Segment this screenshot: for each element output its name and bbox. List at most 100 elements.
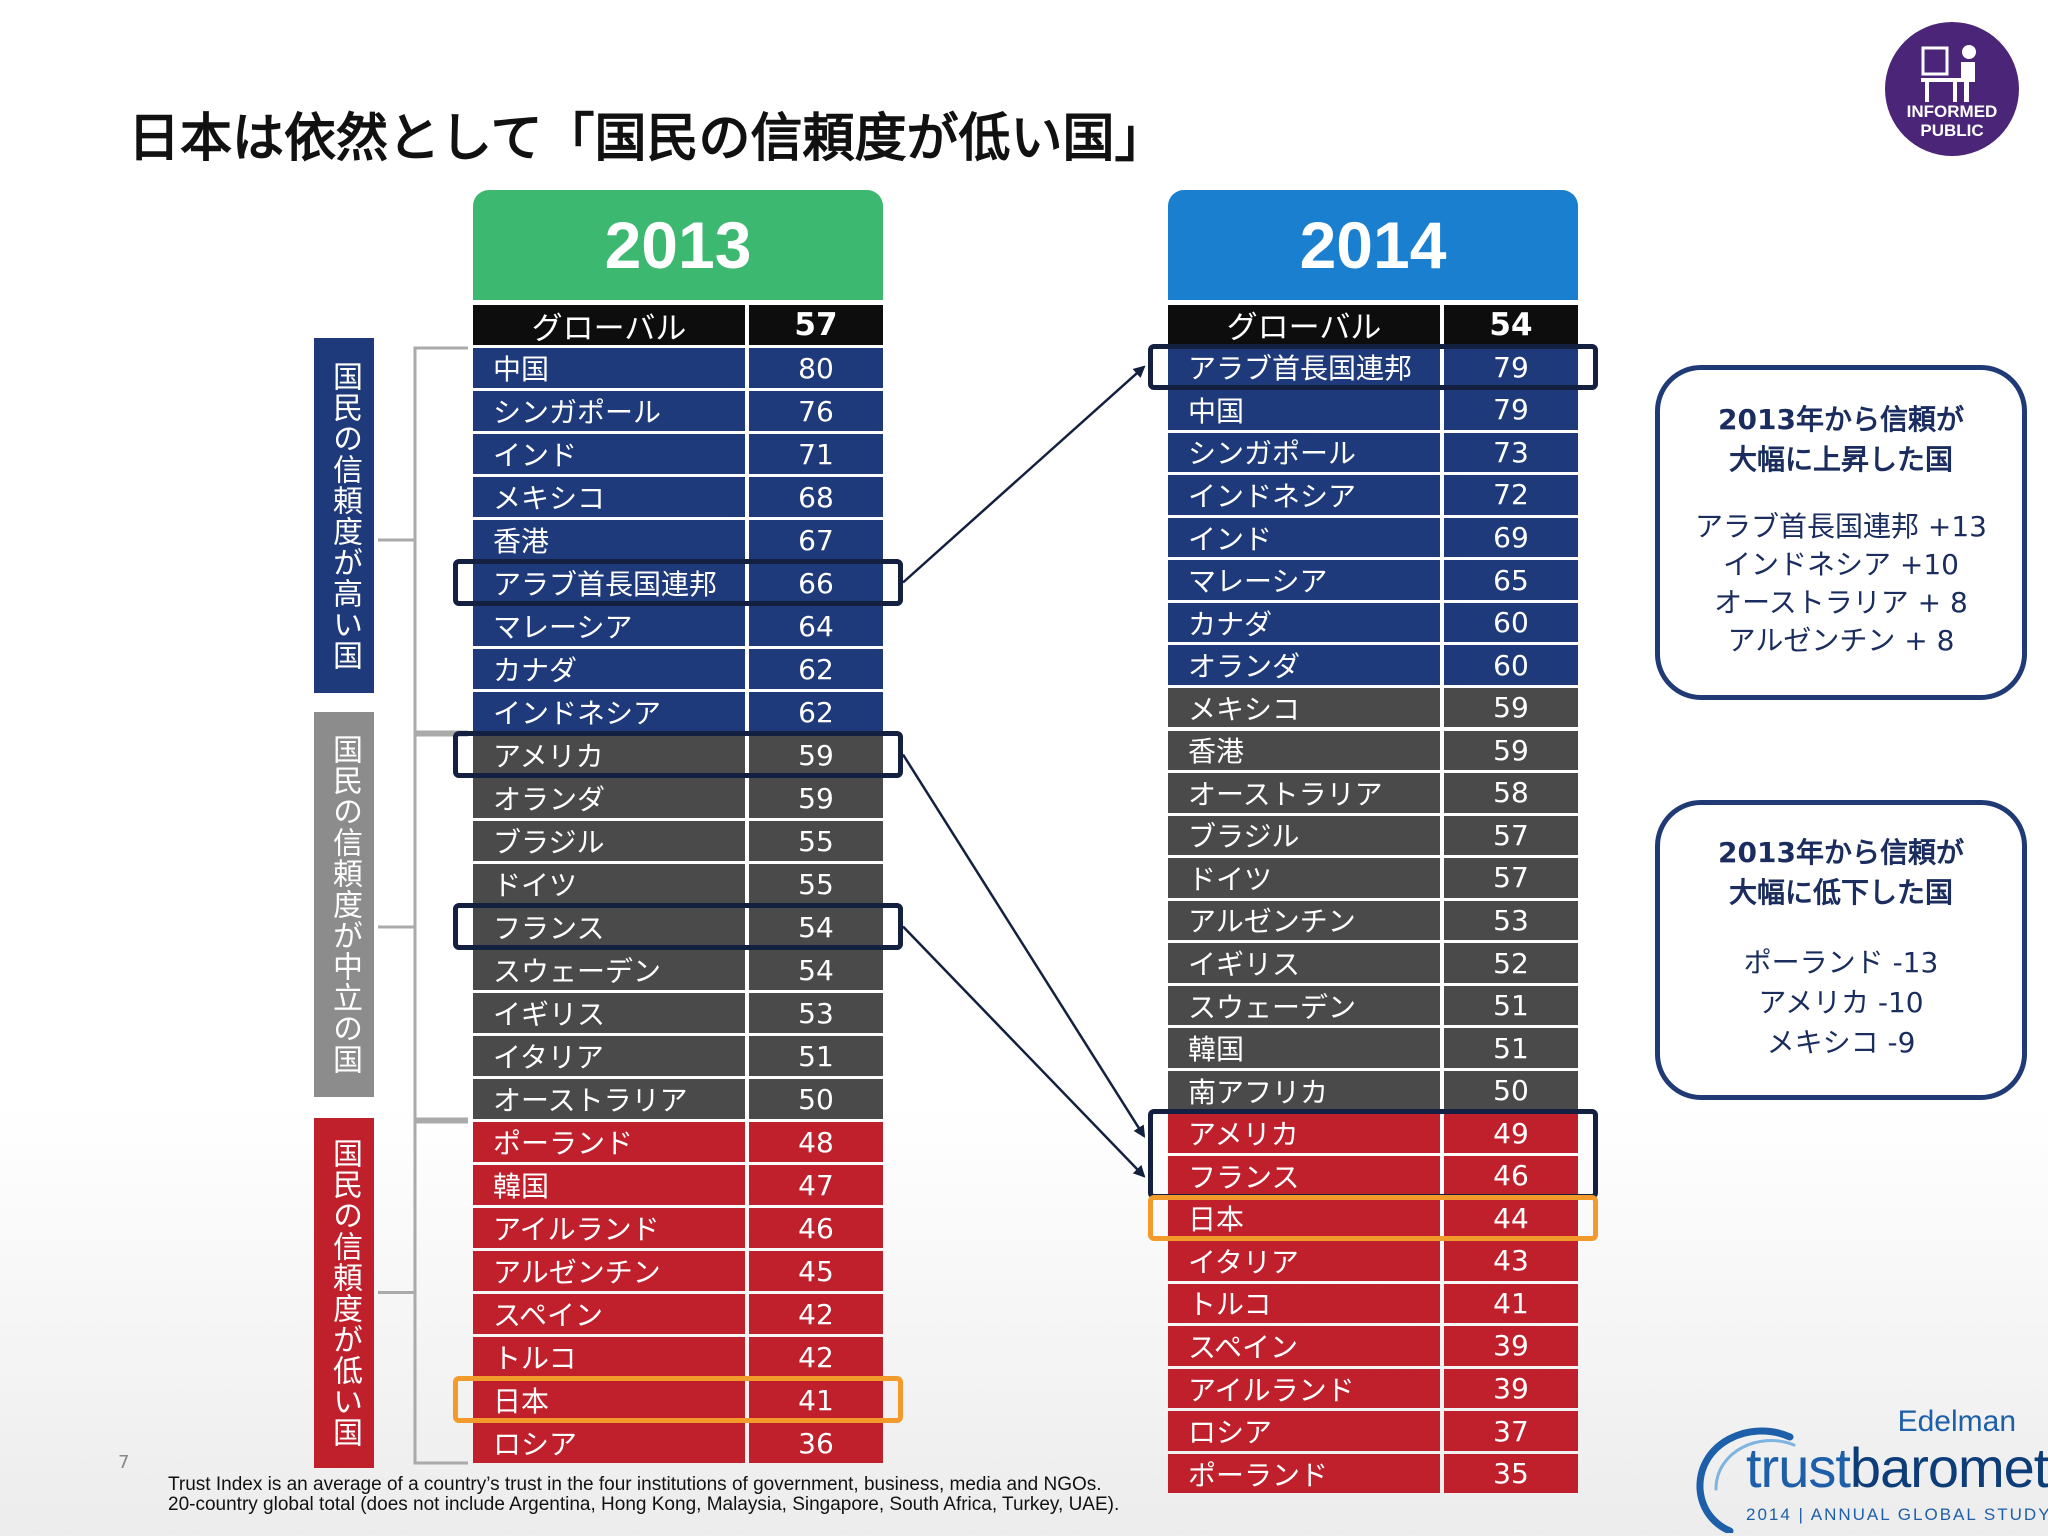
trust-value: 50 bbox=[749, 1079, 883, 1119]
country-name: アメリカ bbox=[473, 735, 745, 775]
table-row: メキシコ 59 bbox=[1168, 687, 1578, 728]
table-row: ロシア 36 bbox=[473, 1423, 883, 1463]
logo-name: trustbarometer bbox=[1746, 1435, 2048, 1500]
country-name: オーストラリア bbox=[473, 1079, 745, 1119]
table-row: オランダ 60 bbox=[1168, 645, 1578, 685]
table-row: インド 69 bbox=[1168, 517, 1578, 558]
trust-value: 51 bbox=[1444, 1028, 1578, 1068]
trust-value: 71 bbox=[749, 434, 883, 474]
year-header-2014: 2014 bbox=[1168, 190, 1578, 300]
logo-name-bold: barometer bbox=[1849, 1436, 2048, 1499]
callout-decrease: 2013年から信頼が 大幅に低下した国 ポーランド -13 アメリカ -10 メ… bbox=[1655, 800, 2027, 1100]
country-name: オーストラリア bbox=[1168, 773, 1440, 813]
callout-increase-heading-2: 大幅に上昇した国 bbox=[1728, 443, 1953, 476]
country-name: 香港 bbox=[473, 520, 745, 560]
trust-value: 50 bbox=[1444, 1070, 1578, 1111]
country-name: スウェーデン bbox=[1168, 985, 1440, 1026]
trust-value: 46 bbox=[749, 1208, 883, 1248]
table-row: ブラジル 55 bbox=[473, 821, 883, 861]
country-name: インドネシア bbox=[473, 692, 745, 732]
badge-line-1: INFORMED bbox=[1906, 102, 1998, 121]
table-row: アラブ首長国連邦 66 bbox=[473, 563, 883, 603]
trust-value: 47 bbox=[749, 1165, 883, 1205]
global-row: グローバル 54 bbox=[1168, 305, 1578, 345]
global-value: 57 bbox=[749, 305, 883, 345]
table-row: アイルランド 46 bbox=[473, 1208, 883, 1248]
trust-value: 39 bbox=[1444, 1326, 1578, 1366]
table-row: スウェーデン 51 bbox=[1168, 985, 1578, 1026]
trust-value: 60 bbox=[1444, 602, 1578, 643]
table-row: ポーランド 35 bbox=[1168, 1453, 1578, 1494]
table-row: スペイン 39 bbox=[1168, 1326, 1578, 1366]
country-name: イタリア bbox=[1168, 1241, 1440, 1281]
callout-increase-item: アルゼンチン + 8 bbox=[1727, 624, 1955, 657]
country-name: アイルランド bbox=[1168, 1368, 1440, 1409]
country-name: 香港 bbox=[1168, 730, 1440, 771]
table-row: メキシコ 68 bbox=[473, 477, 883, 517]
trust-value: 54 bbox=[749, 950, 883, 990]
trust-value: 59 bbox=[1444, 730, 1578, 771]
trust-value: 51 bbox=[1444, 985, 1578, 1026]
callout-increase-item: アラブ首長国連邦 +13 bbox=[1695, 510, 1987, 543]
country-name: アルゼンチン bbox=[473, 1251, 745, 1291]
table-row: アラブ首長国連邦 79 bbox=[1168, 347, 1578, 388]
logo-brand: Edelman bbox=[1897, 1405, 2016, 1438]
trust-value: 42 bbox=[749, 1294, 883, 1334]
table-row: アルゼンチン 45 bbox=[473, 1251, 883, 1291]
global-row: グローバル 57 bbox=[473, 305, 883, 345]
table-row: ドイツ 57 bbox=[1168, 858, 1578, 898]
trust-value: 52 bbox=[1444, 943, 1578, 983]
country-name: インド bbox=[1168, 517, 1440, 558]
table-row: シンガポール 76 bbox=[473, 391, 883, 431]
table-row: マレーシア 65 bbox=[1168, 560, 1578, 600]
country-name: 日本 bbox=[473, 1380, 745, 1420]
trust-value: 59 bbox=[1444, 687, 1578, 728]
trust-value: 65 bbox=[1444, 560, 1578, 600]
country-name: スペイン bbox=[1168, 1326, 1440, 1366]
table-row: 南アフリカ 50 bbox=[1168, 1070, 1578, 1111]
table-row: トルコ 41 bbox=[1168, 1283, 1578, 1324]
country-name: ロシア bbox=[473, 1423, 745, 1463]
group-bracket-neutral bbox=[378, 733, 468, 1121]
callout-decrease-item: ポーランド -13 bbox=[1743, 946, 1939, 979]
trust-value: 67 bbox=[749, 520, 883, 560]
table-row: アイルランド 39 bbox=[1168, 1368, 1578, 1409]
informed-public-badge: INFORMED PUBLIC bbox=[1885, 22, 2019, 156]
table-row: 中国 80 bbox=[473, 348, 883, 388]
trust-value: 35 bbox=[1444, 1453, 1578, 1494]
change-arrows bbox=[901, 365, 1146, 1178]
country-name: アラブ首長国連邦 bbox=[473, 563, 745, 603]
trust-value: 44 bbox=[1444, 1198, 1578, 1239]
country-name: スウェーデン bbox=[473, 950, 745, 990]
country-name: イギリス bbox=[473, 993, 745, 1033]
country-name: オランダ bbox=[1168, 645, 1440, 685]
country-name: ブラジル bbox=[1168, 815, 1440, 856]
logo-name-light: trust bbox=[1746, 1436, 1851, 1499]
country-name: フランス bbox=[1168, 1156, 1440, 1196]
table-row: オランダ 59 bbox=[473, 778, 883, 818]
country-name: オランダ bbox=[473, 778, 745, 818]
trust-value: 62 bbox=[749, 649, 883, 689]
table-row: スウェーデン 54 bbox=[473, 950, 883, 990]
country-name: ブラジル bbox=[473, 821, 745, 861]
table-row: 香港 59 bbox=[1168, 730, 1578, 771]
group-bracket-low bbox=[378, 1120, 468, 1465]
group-label-low: 国民の信頼度が低い国 bbox=[314, 1118, 374, 1468]
table-row: カナダ 60 bbox=[1168, 602, 1578, 643]
country-name: インドネシア bbox=[1168, 475, 1440, 515]
country-name: ポーランド bbox=[473, 1122, 745, 1162]
table-row: 日本 41 bbox=[473, 1380, 883, 1420]
desk-person-icon bbox=[1921, 45, 1976, 102]
country-name: ポーランド bbox=[1168, 1453, 1440, 1494]
table-row: インド 71 bbox=[473, 434, 883, 474]
footnote: Trust Index is an average of a country’s… bbox=[168, 1475, 1119, 1515]
callout-increase-item: インドネシア +10 bbox=[1723, 548, 1959, 581]
country-name: イギリス bbox=[1168, 943, 1440, 983]
country-name: 中国 bbox=[473, 348, 745, 388]
country-name: 韓国 bbox=[1168, 1028, 1440, 1068]
country-name: メキシコ bbox=[473, 477, 745, 517]
table-row: カナダ 62 bbox=[473, 649, 883, 689]
trust-value: 36 bbox=[749, 1423, 883, 1463]
trust-value: 43 bbox=[1444, 1241, 1578, 1281]
